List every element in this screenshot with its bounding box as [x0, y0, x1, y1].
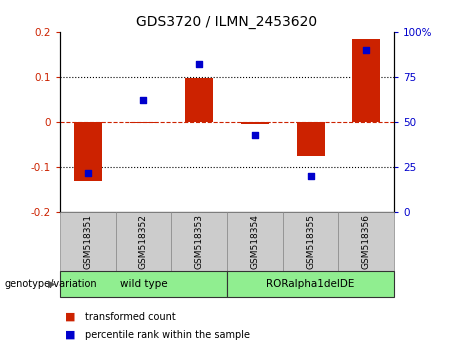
Bar — [74, 122, 102, 181]
Bar — [60, 271, 227, 297]
Text: GSM518354: GSM518354 — [250, 214, 260, 269]
Point — [195, 62, 203, 67]
Text: GSM518351: GSM518351 — [83, 214, 92, 269]
Text: genotype/variation: genotype/variation — [5, 279, 97, 289]
Point — [363, 47, 370, 53]
Title: GDS3720 / ILMN_2453620: GDS3720 / ILMN_2453620 — [136, 16, 318, 29]
Bar — [60, 212, 116, 271]
Bar — [352, 39, 380, 122]
Point — [251, 132, 259, 138]
Point — [140, 98, 147, 103]
Bar — [338, 212, 394, 271]
Bar — [185, 78, 213, 122]
Text: GSM518353: GSM518353 — [195, 214, 204, 269]
Bar — [171, 212, 227, 271]
Bar — [227, 271, 394, 297]
Text: GSM518355: GSM518355 — [306, 214, 315, 269]
Bar — [116, 212, 171, 271]
Text: transformed count: transformed count — [85, 312, 176, 322]
Bar — [227, 212, 283, 271]
Point — [84, 170, 91, 176]
Bar — [130, 122, 157, 124]
Text: GSM518352: GSM518352 — [139, 214, 148, 269]
Text: ■: ■ — [65, 330, 75, 339]
Text: RORalpha1delDE: RORalpha1delDE — [266, 279, 355, 289]
Bar — [283, 212, 338, 271]
Text: ■: ■ — [65, 312, 75, 322]
Text: wild type: wild type — [120, 279, 167, 289]
Point — [307, 173, 314, 179]
Text: percentile rank within the sample: percentile rank within the sample — [85, 330, 250, 339]
Bar — [297, 122, 325, 156]
Text: GSM518356: GSM518356 — [362, 214, 371, 269]
Bar — [241, 122, 269, 124]
Text: ▶: ▶ — [48, 279, 56, 289]
